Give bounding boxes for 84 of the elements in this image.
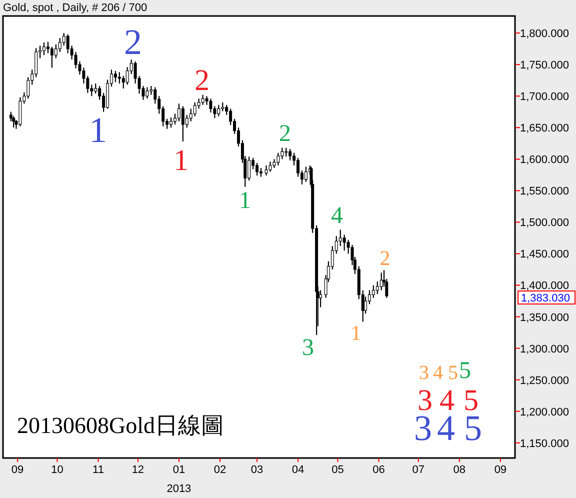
y-tick-label: 1,200.000	[520, 406, 569, 418]
annotation: 3	[302, 335, 314, 362]
chart-title: Gold, spot , Daily, # 206 / 700	[3, 2, 148, 14]
x-tick-label: 10	[51, 464, 64, 476]
candlestick	[34, 48, 38, 78]
candlestick	[146, 86, 149, 100]
candlestick	[342, 234, 346, 252]
candlestick	[177, 103, 180, 122]
candlestick	[288, 148, 292, 161]
candlestick	[189, 108, 192, 122]
candlestick	[264, 164, 268, 176]
annotation: 3	[418, 384, 432, 418]
y-tick-label: 1,650.000	[520, 122, 569, 135]
candlestick	[217, 104, 220, 117]
y-tick-label: 1,500.000	[520, 217, 569, 230]
y-tick-label: 1,150.000	[520, 438, 569, 450]
candlestick	[114, 70, 117, 83]
y-tick-label: 1,600.000	[520, 154, 569, 166]
candlestick	[18, 96, 22, 127]
x-tick-label: 02	[214, 464, 226, 476]
candlestick	[256, 162, 259, 176]
y-tick-label: 1,700.000	[520, 91, 569, 104]
annotation: 1	[89, 110, 107, 150]
annotation: 5	[448, 362, 458, 384]
x-axis-title: 2013	[166, 483, 192, 495]
candlestick	[50, 46, 54, 68]
candlestick	[126, 66, 129, 86]
annotation: 1	[239, 188, 251, 214]
x-tick-label: 11	[92, 464, 104, 476]
candlestick	[209, 98, 212, 114]
candlestick	[181, 106, 184, 142]
x-tick-label: 08	[453, 464, 466, 476]
annotation: 2	[194, 64, 210, 98]
y-tick-label: 1,300.000	[520, 343, 569, 356]
x-tick-label: 05	[332, 464, 344, 476]
x-tick-label: 12	[132, 464, 144, 476]
x-tick-label: 04	[292, 464, 304, 476]
annotation: 5	[464, 384, 478, 418]
candlestick	[376, 280, 379, 295]
annotation: 4	[433, 362, 443, 384]
text: 1,383.030	[521, 292, 570, 304]
annotation: 2	[380, 246, 390, 270]
annotation: 4	[331, 203, 343, 230]
y-tick-label: 1,750.000	[520, 60, 569, 72]
candlestick	[54, 44, 58, 59]
annotation: 1	[350, 321, 362, 346]
x-tick-label: 07	[412, 464, 425, 476]
candlestick	[201, 94, 204, 106]
candlestick	[42, 42, 46, 56]
annotation: 2	[279, 121, 291, 148]
candlestick	[268, 161, 272, 172]
candlestick	[304, 166, 308, 182]
annotation: 4	[440, 384, 454, 418]
candlestick	[26, 76, 30, 100]
candlestick	[12, 116, 16, 128]
candlestick	[58, 38, 62, 52]
x-tick-label: 09	[494, 464, 507, 476]
candlestick	[276, 152, 280, 166]
annotation: 2	[124, 22, 142, 62]
annotation: 1	[174, 144, 188, 178]
annotation: 20130608Gold日線圖	[17, 412, 224, 438]
y-tick-label: 1,550.000	[520, 186, 569, 198]
x-tick-label: 06	[372, 464, 385, 476]
annotation: 3	[419, 362, 429, 384]
y-tick-label: 1,800.000	[520, 28, 569, 40]
x-tick-label: 03	[250, 464, 264, 476]
x-tick-label: 01	[172, 464, 186, 476]
y-tick-label: 1,400.000	[520, 280, 569, 292]
y-tick-label: 1,350.000	[520, 312, 569, 324]
candlestick	[372, 284, 375, 298]
candlestick	[380, 272, 383, 291]
candlestick	[62, 32, 66, 46]
y-tick-label: 1,250.000	[520, 374, 569, 387]
y-tick-label: 1,450.000	[520, 248, 569, 261]
candlestick	[338, 229, 342, 247]
candlestick	[248, 156, 251, 182]
candlestick	[46, 41, 50, 54]
annotation: 5	[459, 358, 471, 384]
candlestick	[280, 147, 284, 160]
candlestick	[94, 82, 98, 94]
x-tick-label: 09	[11, 464, 24, 476]
candlestick	[296, 157, 300, 178]
candlestick	[170, 116, 173, 128]
candlestick	[193, 102, 196, 117]
